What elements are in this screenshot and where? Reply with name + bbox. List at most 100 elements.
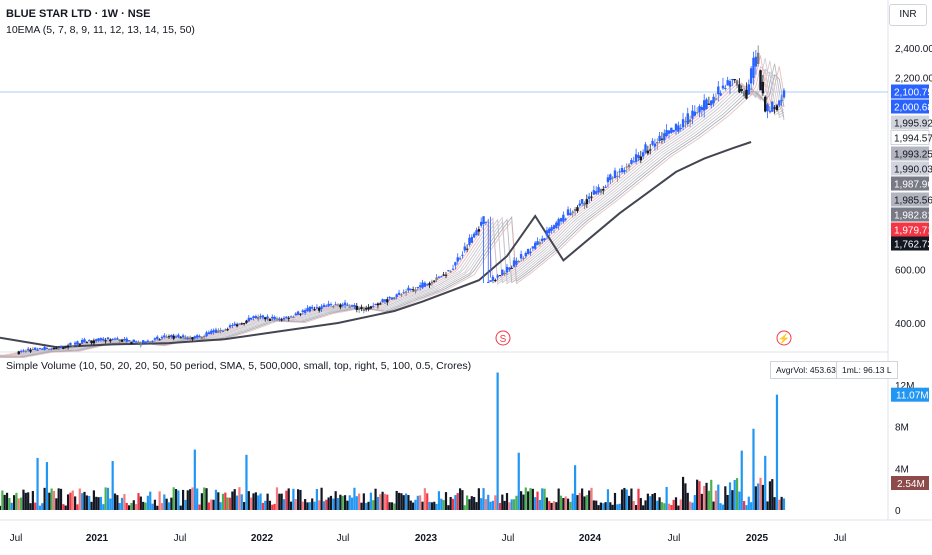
price-label: 2,000.68 [891, 99, 932, 114]
volume-bar [43, 487, 46, 510]
volume-bar [149, 491, 152, 510]
candle-body [111, 339, 114, 341]
volume-bar [470, 496, 473, 510]
candle-body [120, 339, 124, 342]
price-label-box [891, 84, 929, 99]
candle-body [184, 337, 187, 340]
candle-body [543, 238, 546, 241]
price-candle [282, 316, 286, 322]
candle-body [259, 315, 262, 318]
candle-body [386, 299, 389, 303]
volume-bar [306, 502, 309, 510]
volume-bar [588, 490, 591, 510]
price-candle [503, 270, 506, 277]
candle-body [205, 332, 208, 337]
price-candle [428, 281, 431, 289]
volume-bar [285, 490, 288, 510]
candle-body [773, 107, 776, 109]
volume-bar [487, 494, 490, 510]
price-candle [766, 103, 769, 119]
volume-bar [503, 500, 506, 510]
price-label: 1,979.71 [891, 222, 932, 237]
volume-bar [153, 499, 157, 510]
candle-body [278, 318, 281, 320]
volume-bar [271, 504, 274, 510]
volume-bar [106, 487, 110, 510]
candle-body [531, 246, 535, 249]
candle-body [177, 334, 180, 338]
volume-bar [764, 455, 767, 510]
currency-selector[interactable]: INR [889, 4, 927, 26]
volume-bar [435, 503, 438, 510]
candle-body [195, 335, 199, 338]
volume-bar [85, 495, 88, 510]
volume-bar [731, 490, 734, 510]
price-candle [205, 330, 208, 338]
candle-body [261, 315, 265, 318]
candle-body [494, 279, 497, 281]
volume-bar [3, 494, 6, 510]
volume-bar [522, 494, 525, 510]
price-candle [461, 251, 464, 259]
candle-body [508, 267, 511, 270]
price-candle [754, 50, 758, 75]
price-candle [24, 349, 28, 353]
price-candle [386, 296, 389, 306]
price-candle [479, 217, 483, 228]
candle-body [217, 330, 220, 333]
volume-bar [174, 489, 178, 510]
candle-body [402, 292, 405, 294]
volume-bar [501, 494, 504, 510]
price-candle [111, 338, 114, 341]
candle-body [667, 130, 671, 134]
candle-body [299, 313, 302, 315]
candle-body [714, 98, 718, 100]
price-candle [632, 156, 635, 163]
volume-bar [254, 492, 257, 510]
candle-body [472, 233, 476, 238]
volume-bar [313, 501, 316, 510]
candle-body [34, 347, 37, 350]
volume-bar [536, 491, 539, 510]
candle-body [226, 329, 229, 331]
volume-bar [573, 465, 577, 510]
volume-indicator-legend[interactable]: Simple Volume (10, 50, 20, 20, 50, 50 pe… [6, 360, 472, 372]
candle-body [548, 228, 551, 234]
volume-bar [754, 486, 757, 510]
candle-body [109, 339, 112, 342]
price-candle [679, 123, 682, 132]
candle-body [296, 311, 300, 315]
volume-bar [402, 495, 405, 510]
candle-body [649, 149, 652, 151]
price-candle [423, 281, 427, 288]
volume-bar [627, 495, 631, 510]
price-candle [346, 302, 349, 306]
volume-bar [92, 490, 95, 510]
volume-last-label-text: 11.07M [896, 391, 929, 402]
candle-body [362, 308, 366, 311]
price-label: 2,100.75 [891, 84, 932, 99]
candle-body [538, 242, 542, 244]
candle-body [306, 308, 309, 311]
volume-bar [463, 505, 466, 510]
price-candle [214, 327, 218, 334]
ema-indicator-legend[interactable]: 10EMA (5, 7, 8, 9, 11, 12, 13, 14, 15, 5… [6, 24, 195, 36]
price-label: 1,982.81 [891, 207, 932, 222]
volume-bar [381, 491, 384, 510]
volume-bar [99, 496, 103, 510]
candle-body [653, 143, 657, 147]
symbol-title[interactable]: BLUE STAR LTD · 1W · NSE [6, 8, 151, 20]
volume-bar [719, 503, 722, 510]
volume-bar [118, 502, 121, 510]
candle-body [754, 56, 758, 67]
volume-bar [512, 499, 516, 510]
volume-bar [158, 491, 161, 510]
candle-body [350, 305, 354, 307]
price-candle [99, 337, 103, 342]
volume-bar [761, 484, 764, 510]
candle-body [167, 336, 171, 338]
price-candle [134, 340, 138, 345]
candle-body [289, 316, 293, 318]
